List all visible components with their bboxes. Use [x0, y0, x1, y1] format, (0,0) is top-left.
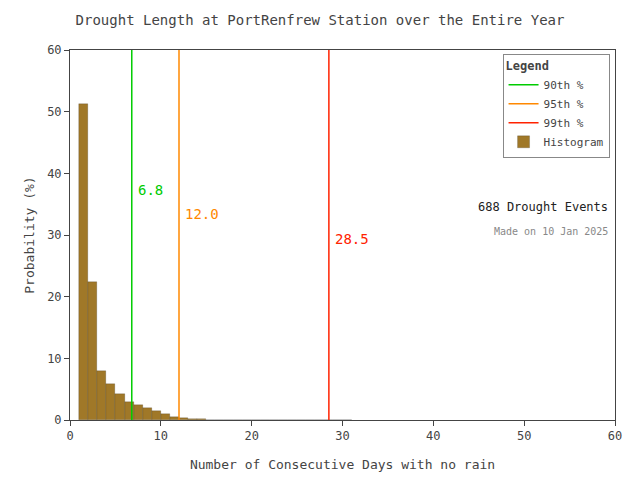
- svg-text:Probability (%): Probability (%): [22, 176, 37, 293]
- svg-text:Histogram: Histogram: [544, 136, 604, 149]
- svg-text:Made on 10 Jan 2025: Made on 10 Jan 2025: [494, 226, 608, 237]
- svg-text:Drought Length at PortRenfrew: Drought Length at PortRenfrew Station ov…: [76, 12, 565, 28]
- svg-text:30: 30: [335, 429, 349, 443]
- svg-text:60: 60: [608, 429, 622, 443]
- svg-text:10: 10: [47, 352, 61, 366]
- svg-text:40: 40: [47, 167, 61, 181]
- svg-text:60: 60: [47, 43, 61, 57]
- svg-text:Number of Consecutive Days wit: Number of Consecutive Days with no rain: [190, 457, 495, 472]
- svg-text:95th %: 95th %: [544, 98, 584, 111]
- svg-text:20: 20: [244, 429, 258, 443]
- svg-text:50: 50: [517, 429, 531, 443]
- svg-text:Legend: Legend: [506, 59, 549, 73]
- svg-text:6.8: 6.8: [138, 182, 163, 198]
- svg-text:20: 20: [47, 290, 61, 304]
- svg-text:12.0: 12.0: [185, 206, 219, 222]
- svg-text:28.5: 28.5: [335, 231, 369, 247]
- svg-text:90th %: 90th %: [544, 79, 584, 92]
- svg-text:40: 40: [426, 429, 440, 443]
- svg-text:0: 0: [66, 429, 73, 443]
- svg-text:0: 0: [54, 413, 61, 427]
- svg-text:10: 10: [154, 429, 168, 443]
- svg-text:99th %: 99th %: [544, 117, 584, 130]
- svg-text:30: 30: [47, 228, 61, 242]
- svg-text:688 Drought Events: 688 Drought Events: [478, 200, 608, 214]
- svg-text:50: 50: [47, 105, 61, 119]
